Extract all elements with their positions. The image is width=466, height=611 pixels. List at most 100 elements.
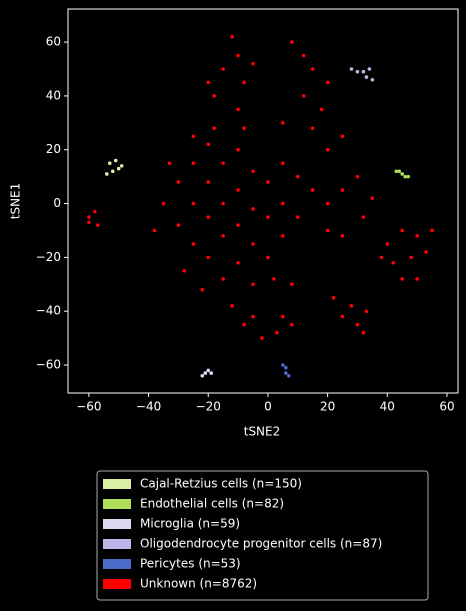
axes-frame [67, 8, 459, 394]
point [310, 67, 315, 71]
point [236, 260, 240, 265]
point [251, 242, 255, 246]
point [167, 161, 172, 165]
point [284, 365, 288, 370]
point [367, 67, 372, 71]
point [349, 67, 354, 71]
point [107, 161, 112, 165]
point [191, 242, 196, 246]
point [310, 126, 315, 131]
x-tick-label: −20 [196, 400, 221, 414]
point [281, 234, 285, 238]
point [113, 158, 118, 163]
point [104, 172, 109, 176]
point [221, 277, 225, 281]
point [221, 161, 225, 165]
point [340, 234, 345, 238]
legend-label: Pericytes (n=53) [140, 557, 241, 571]
point [212, 94, 217, 98]
point [281, 363, 285, 367]
point [191, 161, 196, 165]
point [110, 169, 115, 174]
point [236, 188, 240, 192]
x-tick-label: 20 [320, 400, 335, 414]
point [200, 287, 205, 292]
point [310, 188, 315, 192]
point [87, 215, 91, 219]
point [424, 250, 428, 254]
legend-label: Microglia (n=59) [140, 517, 240, 531]
point [275, 330, 279, 335]
point [236, 107, 240, 112]
point [361, 215, 366, 219]
x-tick-label: −60 [76, 400, 101, 414]
point [430, 228, 434, 233]
y-tick-label: 40 [46, 88, 61, 102]
point [206, 368, 211, 373]
point [221, 234, 225, 238]
legend-swatch [103, 559, 131, 569]
point [161, 201, 166, 206]
point [355, 322, 360, 327]
legend-swatch [103, 579, 131, 589]
point [397, 169, 402, 174]
point [206, 180, 211, 184]
point [340, 188, 345, 192]
point [406, 174, 410, 179]
point [370, 196, 375, 200]
point [266, 180, 270, 184]
point [182, 269, 187, 273]
point [281, 314, 285, 319]
point [391, 260, 396, 265]
point [206, 215, 211, 219]
point [325, 228, 330, 233]
x-axis-label: tSNE2 [244, 425, 281, 439]
point [206, 80, 211, 85]
point [96, 223, 100, 227]
point [385, 242, 390, 246]
point [400, 172, 405, 176]
point [260, 336, 264, 340]
point [415, 234, 419, 238]
point [93, 209, 97, 214]
point [400, 277, 405, 281]
point [221, 67, 225, 71]
point [340, 314, 345, 319]
point [236, 223, 240, 227]
point [325, 201, 330, 206]
point [251, 169, 255, 174]
point [364, 309, 369, 313]
point [209, 371, 214, 375]
y-axis-label: tSNE1 [9, 183, 23, 220]
point [221, 201, 225, 206]
point [206, 255, 211, 260]
legend-swatch [103, 519, 131, 529]
point [242, 80, 246, 85]
legend-label: Cajal-Retzius cells (n=150) [140, 477, 302, 491]
point [230, 34, 234, 39]
point [251, 61, 255, 66]
point [287, 373, 291, 378]
x-tick-label: 60 [439, 400, 454, 414]
point [284, 371, 288, 375]
point [349, 304, 354, 308]
point [331, 295, 336, 300]
y-tick-label: 0 [53, 196, 61, 210]
point [394, 169, 399, 174]
point [242, 322, 246, 327]
point [251, 207, 255, 211]
point [176, 180, 181, 184]
point [272, 277, 276, 281]
point [295, 215, 300, 219]
legend-label: Endothelial cells (n=82) [140, 497, 284, 511]
point [361, 330, 366, 335]
point [236, 53, 240, 58]
point [87, 220, 91, 225]
point [203, 371, 208, 375]
point [403, 174, 407, 179]
point [191, 201, 196, 206]
point [340, 134, 345, 139]
point [119, 164, 124, 168]
y-tick-label: 20 [46, 142, 61, 156]
point [289, 40, 294, 44]
